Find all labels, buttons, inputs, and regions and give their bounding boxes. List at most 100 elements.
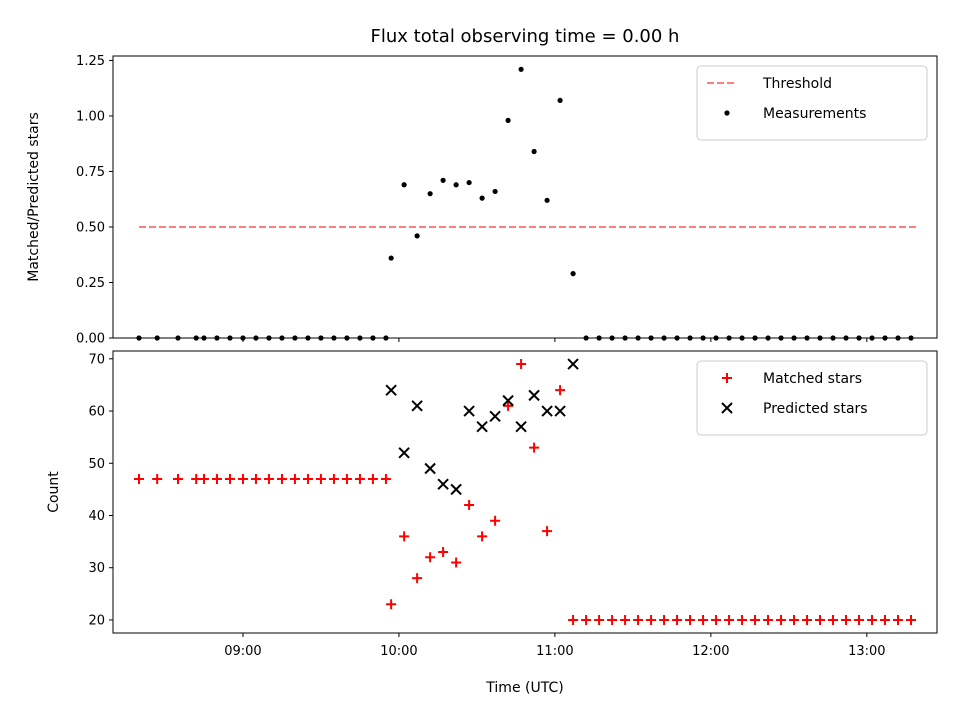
matched-stars-point [516, 359, 527, 370]
matched-stars-point [367, 473, 378, 484]
predicted-stars-point [424, 462, 436, 475]
measurements-point [453, 182, 459, 188]
measurements-point [830, 335, 836, 341]
x-tick-label: 11:00 [536, 644, 573, 659]
measurements-point [427, 191, 433, 197]
y-tick-label: 30 [88, 561, 105, 576]
matched-stars-point [425, 552, 436, 563]
legend-box [696, 65, 928, 141]
matched-stars-point [906, 614, 917, 625]
y-tick-label: 1.00 [76, 109, 105, 124]
measurements-point [661, 335, 667, 341]
matched-stars-point [289, 473, 300, 484]
measurements-legend-label: Measurements [763, 106, 866, 122]
measurements-point [175, 335, 181, 341]
matched-stars-point [464, 500, 475, 511]
measurements-point [266, 335, 272, 341]
matched-stars-point [276, 473, 287, 484]
measurements-point [778, 335, 784, 341]
matched-stars-point [789, 614, 800, 625]
measurements-point [752, 335, 758, 341]
matched-stars-point [776, 614, 787, 625]
measurements-point [479, 195, 485, 201]
measurements-point [726, 335, 732, 341]
predicted-stars-point [385, 384, 397, 396]
measurements-legend-swatch [724, 110, 730, 116]
matched-stars-point [594, 614, 605, 625]
measurements-point [518, 66, 524, 72]
predicted-stars-point [476, 421, 488, 433]
matched-stars-point [607, 614, 618, 625]
measurements-point [596, 335, 602, 341]
matched-stars-point [867, 614, 878, 625]
y-tick-label: 0.75 [76, 165, 105, 180]
measurements-point [253, 335, 259, 341]
measurements-point [331, 335, 337, 341]
matched-stars-point [386, 599, 397, 610]
matched-stars-point [263, 473, 274, 484]
chart-title: Flux total observing time = 0.00 h [371, 26, 680, 47]
measurements-point [193, 335, 199, 341]
measurements-point [765, 335, 771, 341]
predicted-stars-legend-swatch [721, 402, 733, 414]
matched-stars-point [802, 614, 813, 625]
predicted-stars-point [502, 394, 514, 407]
measurements-point [492, 188, 498, 195]
legend-box [696, 360, 928, 436]
matched-stars-point [477, 531, 488, 542]
matched-stars-point [237, 473, 248, 484]
measurements-point [292, 335, 298, 341]
matched-stars-point [659, 614, 670, 625]
top-y-axis-label: Matched/Predicted stars [26, 112, 42, 282]
measurements-point [882, 335, 888, 341]
matched-stars-point [438, 547, 449, 558]
measurements-point [318, 335, 324, 341]
matched-stars-point [172, 473, 183, 484]
y-tick-label: 0.00 [76, 332, 105, 347]
matched-stars-point [841, 614, 852, 625]
measurements-point [383, 335, 389, 341]
predicted-stars-point [515, 421, 527, 433]
matched-stars-point [646, 614, 657, 625]
matched-stars-point [828, 614, 839, 625]
matched-stars-point [737, 614, 748, 625]
matched-stars-point [302, 473, 313, 484]
x-tick-label: 09:00 [224, 644, 261, 659]
measurements-point [279, 335, 285, 341]
y-tick-label: 60 [88, 405, 105, 420]
matched-stars-point [698, 614, 709, 625]
measurements-point [791, 335, 797, 341]
measurements-point [609, 335, 615, 341]
matched-stars-legend-label: Matched stars [763, 371, 862, 387]
legend: Matched stars Predicted stars [696, 360, 928, 436]
predicted-stars-legend-label: Predicted stars [763, 401, 868, 417]
y-tick-label: 50 [88, 457, 105, 472]
matched-stars-point [893, 614, 904, 625]
plot-frame [112, 55, 938, 339]
matched-stars-point [581, 614, 592, 625]
measurements-point [305, 335, 311, 341]
measurements-point [583, 335, 589, 341]
matched-stars-point [451, 557, 462, 568]
measurements-point [136, 335, 142, 341]
matched-stars-point [711, 614, 722, 625]
measurements-point [713, 335, 719, 341]
predicted-stars-point [411, 400, 423, 412]
measurements-point [635, 335, 641, 341]
measurements-point [570, 271, 576, 277]
matched-stars-point [854, 614, 865, 625]
bottom-y-axis-label: Count [46, 471, 62, 513]
measurements-point [648, 335, 654, 341]
y-tick-label: 1.25 [76, 54, 105, 69]
measurements-point [240, 335, 246, 341]
predicted-stars-point [528, 389, 540, 402]
matched-stars-point [503, 400, 514, 411]
matched-stars-point [224, 473, 235, 484]
measurements-point [414, 233, 420, 239]
y-tick-label: 40 [88, 509, 105, 524]
matched-stars-point [763, 614, 774, 625]
matched-stars-legend-swatch [722, 373, 732, 383]
threshold-legend-label: Threshold [762, 76, 832, 92]
matched-stars-point [152, 473, 163, 484]
matched-stars-point [529, 442, 540, 453]
